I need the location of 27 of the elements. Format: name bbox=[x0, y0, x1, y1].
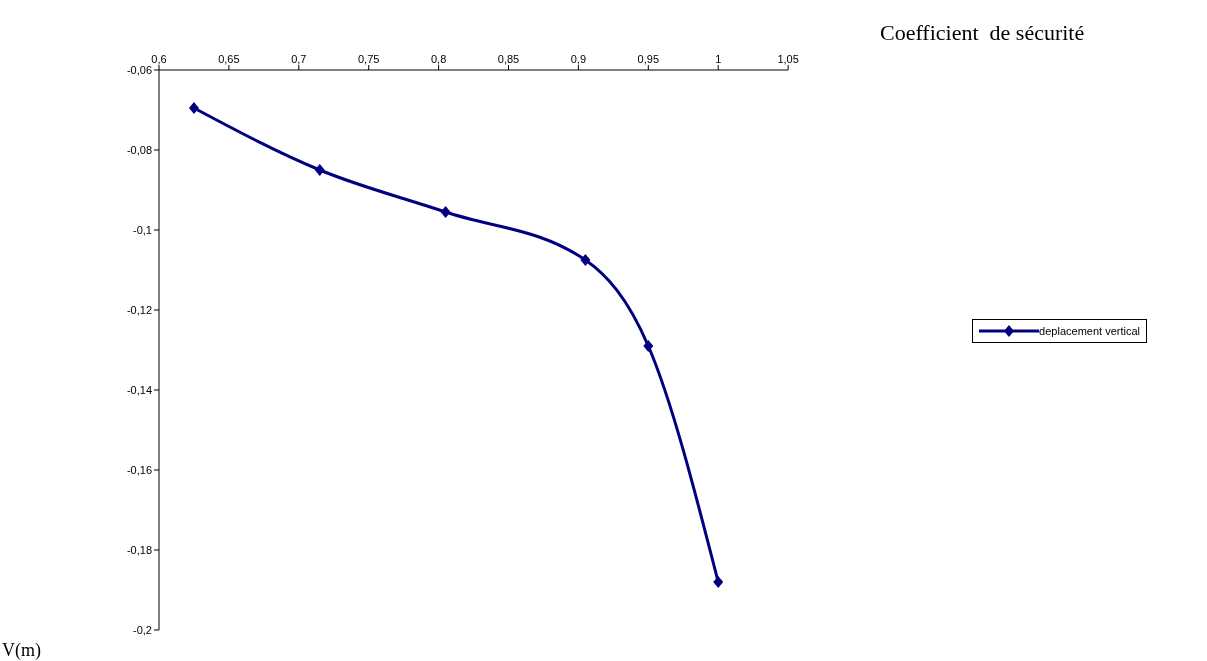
x-tick-label: 1 bbox=[715, 53, 722, 65]
point bbox=[440, 206, 451, 218]
y-axis-title: V(m) bbox=[2, 640, 41, 661]
x-tick-label: 0,85 bbox=[497, 53, 520, 65]
x-tick-label: 0,9 bbox=[570, 53, 587, 65]
point bbox=[580, 254, 591, 266]
x-tick-label: 0,65 bbox=[218, 53, 240, 65]
x-tick-label: 1,05 bbox=[777, 53, 799, 65]
x-tick-label: 0,6 bbox=[151, 53, 167, 65]
x-axis-title: Coefficient de sécurité bbox=[880, 20, 1085, 46]
y-tick-label: -0,06 bbox=[126, 63, 152, 76]
y-tick-label: -0,16 bbox=[126, 463, 152, 476]
point bbox=[713, 576, 724, 588]
x-tick-label: 0,7 bbox=[291, 53, 307, 65]
y-tick-label: -0,08 bbox=[126, 143, 152, 156]
y-tick-label: -0,2 bbox=[133, 623, 152, 636]
point bbox=[188, 102, 199, 114]
x-tick-label: 0,75 bbox=[357, 53, 380, 65]
x-tick-label: 0,95 bbox=[637, 53, 660, 65]
y-tick-label: -0,12 bbox=[126, 303, 152, 316]
y-tick-label: -0,18 bbox=[126, 543, 152, 556]
x-tick-label: 0,8 bbox=[430, 53, 447, 65]
y-tick-label: -0,1 bbox=[133, 223, 152, 236]
legend-label: deplacement vertical bbox=[1039, 324, 1140, 337]
point bbox=[314, 164, 325, 176]
y-tick-label: -0,14 bbox=[126, 383, 152, 396]
point bbox=[643, 340, 654, 352]
